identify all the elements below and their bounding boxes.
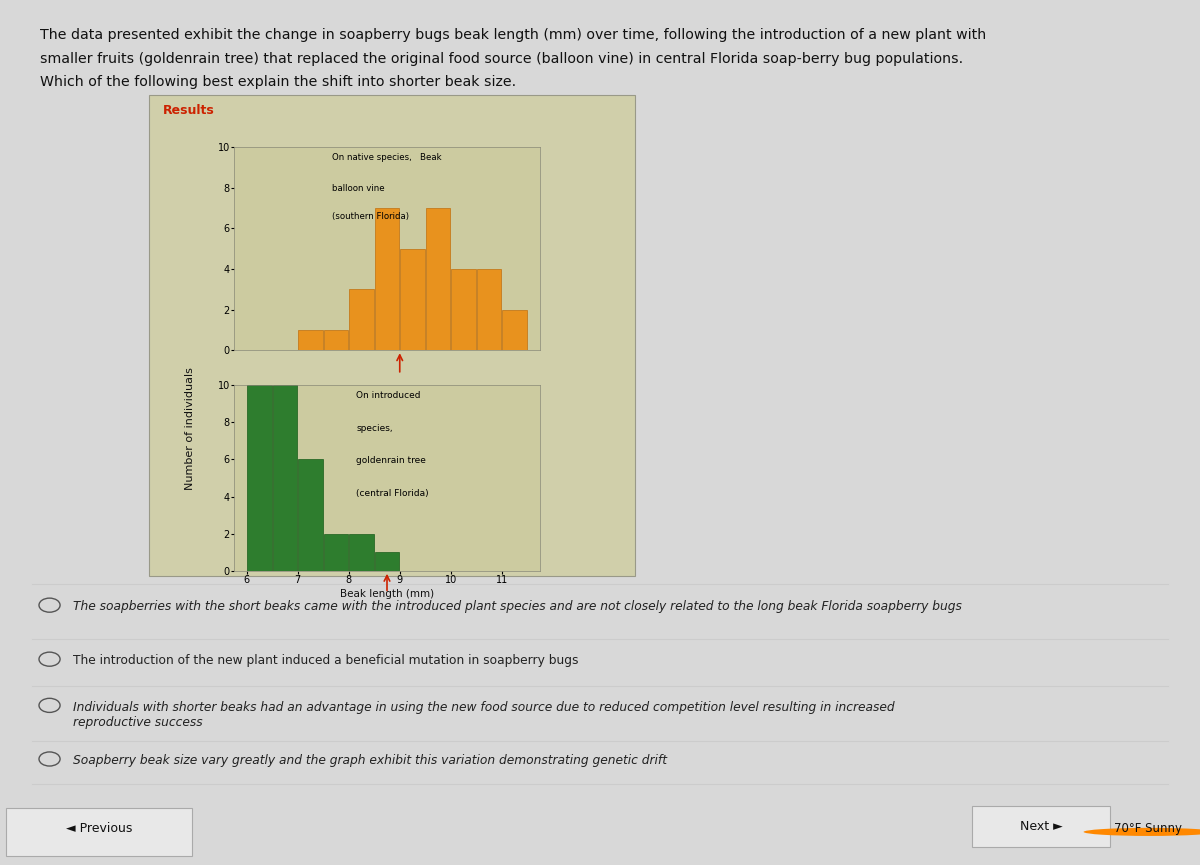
- Bar: [374, 552, 400, 571]
- Text: The soapberries with the short beaks came with the introduced plant species and : The soapberries with the short beaks cam…: [73, 600, 962, 613]
- Bar: [400, 249, 425, 350]
- Text: On native species,   Beak: On native species, Beak: [332, 153, 442, 162]
- Text: ◄ Previous: ◄ Previous: [66, 822, 133, 835]
- Text: smaller fruits (goldenrain tree) that replaced the original food source (balloon: smaller fruits (goldenrain tree) that re…: [40, 52, 964, 66]
- Bar: [426, 208, 450, 350]
- Text: (central Florida): (central Florida): [356, 489, 430, 498]
- Text: Number of individuals: Number of individuals: [185, 367, 194, 490]
- Bar: [324, 330, 348, 350]
- Bar: [502, 310, 527, 350]
- Text: species,: species,: [356, 424, 394, 433]
- Text: Individuals with shorter beaks had an advantage in using the new food source due: Individuals with shorter beaks had an ad…: [73, 701, 894, 728]
- Bar: [451, 269, 476, 350]
- Text: Museum-specimen average: Museum-specimen average: [270, 340, 414, 350]
- Bar: [247, 385, 272, 571]
- Bar: [272, 385, 298, 571]
- Text: The data presented exhibit the change in soapberry bugs beak length (mm) over ti: The data presented exhibit the change in…: [40, 29, 986, 42]
- Bar: [972, 806, 1110, 847]
- Bar: [349, 289, 374, 350]
- Text: Next ►: Next ►: [1020, 820, 1063, 833]
- Bar: [298, 330, 323, 350]
- Text: The introduction of the new plant induced a beneficial mutation in soapberry bug: The introduction of the new plant induce…: [73, 655, 578, 668]
- Text: (southern Florida): (southern Florida): [332, 212, 409, 221]
- Text: Results: Results: [163, 104, 215, 117]
- Text: 70°F Sunny: 70°F Sunny: [1114, 822, 1182, 835]
- Bar: [374, 208, 400, 350]
- Bar: [298, 459, 323, 571]
- Bar: [476, 269, 502, 350]
- Text: Which of the following best explain the shift into shorter beak size.: Which of the following best explain the …: [40, 75, 516, 89]
- Bar: [6, 808, 192, 856]
- Text: goldenrain tree: goldenrain tree: [356, 456, 426, 465]
- Text: On introduced: On introduced: [356, 390, 421, 400]
- Text: balloon vine: balloon vine: [332, 183, 384, 193]
- Bar: [149, 95, 635, 576]
- Bar: [324, 534, 348, 571]
- Bar: [349, 534, 374, 571]
- Text: Soapberry beak size vary greatly and the graph exhibit this variation demonstrat: Soapberry beak size vary greatly and the…: [73, 754, 667, 767]
- X-axis label: Beak length (mm): Beak length (mm): [340, 589, 434, 599]
- Circle shape: [1084, 828, 1200, 836]
